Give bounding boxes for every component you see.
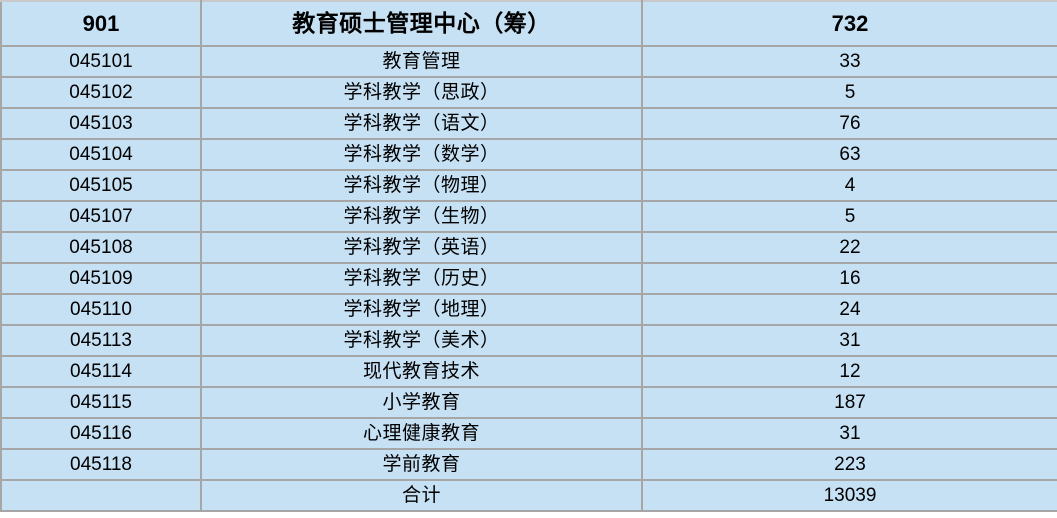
table-row: 045107 学科教学（生物） 5 xyxy=(0,200,1057,233)
program-code-cell: 045113 xyxy=(0,324,202,357)
program-count-cell: 12 xyxy=(641,355,1057,388)
total-count-cell: 13039 xyxy=(641,479,1057,512)
total-code-cell xyxy=(0,479,202,512)
program-code-cell: 045107 xyxy=(0,200,202,233)
program-count-cell: 31 xyxy=(641,324,1057,357)
table-row: 045102 学科教学（思政） 5 xyxy=(0,76,1057,109)
program-name-cell: 学科教学（美术） xyxy=(200,324,643,357)
program-name-cell: 学科教学（地理） xyxy=(200,293,643,326)
program-code-cell: 045102 xyxy=(0,76,202,109)
program-name-cell: 学科教学（语文） xyxy=(200,107,643,140)
program-count-cell: 187 xyxy=(641,386,1057,419)
table-row-group-header: 901 教育硕士管理中心（筹） 732 xyxy=(0,0,1057,47)
program-code-cell: 045104 xyxy=(0,138,202,171)
program-code-cell: 045110 xyxy=(0,293,202,326)
table-row: 045114 现代教育技术 12 xyxy=(0,355,1057,388)
group-name-cell: 教育硕士管理中心（筹） xyxy=(200,0,643,47)
table-row: 045105 学科教学（物理） 4 xyxy=(0,169,1057,202)
program-count-cell: 33 xyxy=(641,45,1057,78)
program-count-cell: 76 xyxy=(641,107,1057,140)
program-count-cell: 24 xyxy=(641,293,1057,326)
program-name-cell: 教育管理 xyxy=(200,45,643,78)
program-count-cell: 16 xyxy=(641,262,1057,295)
program-name-cell: 学科教学（物理） xyxy=(200,169,643,202)
program-name-cell: 学科教学（数学） xyxy=(200,138,643,171)
program-code-cell: 045118 xyxy=(0,448,202,481)
total-label-cell: 合计 xyxy=(200,479,643,512)
program-name-cell: 学科教学（生物） xyxy=(200,200,643,233)
program-code-cell: 045105 xyxy=(0,169,202,202)
program-name-cell: 学科教学（英语） xyxy=(200,231,643,264)
program-count-cell: 223 xyxy=(641,448,1057,481)
program-code-cell: 045101 xyxy=(0,45,202,78)
program-name-cell: 小学教育 xyxy=(200,386,643,419)
program-name-cell: 学科教学（思政） xyxy=(200,76,643,109)
program-code-cell: 045114 xyxy=(0,355,202,388)
program-count-cell: 63 xyxy=(641,138,1057,171)
program-code-cell: 045109 xyxy=(0,262,202,295)
program-name-cell: 现代教育技术 xyxy=(200,355,643,388)
program-name-cell: 学前教育 xyxy=(200,448,643,481)
program-count-cell: 31 xyxy=(641,417,1057,450)
table-row: 045109 学科教学（历史） 16 xyxy=(0,262,1057,295)
program-code-cell: 045108 xyxy=(0,231,202,264)
table-row: 045116 心理健康教育 31 xyxy=(0,417,1057,450)
table-row-total: 合计 13039 xyxy=(0,479,1057,512)
program-name-cell: 心理健康教育 xyxy=(200,417,643,450)
table-row: 045115 小学教育 187 xyxy=(0,386,1057,419)
group-count-cell: 732 xyxy=(641,0,1057,47)
program-count-cell: 5 xyxy=(641,76,1057,109)
table-row: 045101 教育管理 33 xyxy=(0,45,1057,78)
table-row: 045118 学前教育 223 xyxy=(0,448,1057,481)
program-count-cell: 22 xyxy=(641,231,1057,264)
program-code-cell: 045103 xyxy=(0,107,202,140)
group-code-cell: 901 xyxy=(0,0,202,47)
program-name-cell: 学科教学（历史） xyxy=(200,262,643,295)
table-row: 045110 学科教学（地理） 24 xyxy=(0,293,1057,326)
table-row: 045108 学科教学（英语） 22 xyxy=(0,231,1057,264)
table-row: 045103 学科教学（语文） 76 xyxy=(0,107,1057,140)
program-count-cell: 4 xyxy=(641,169,1057,202)
program-count-cell: 5 xyxy=(641,200,1057,233)
table-row: 045113 学科教学（美术） 31 xyxy=(0,324,1057,357)
table-row: 045104 学科教学（数学） 63 xyxy=(0,138,1057,171)
program-code-cell: 045116 xyxy=(0,417,202,450)
program-code-cell: 045115 xyxy=(0,386,202,419)
